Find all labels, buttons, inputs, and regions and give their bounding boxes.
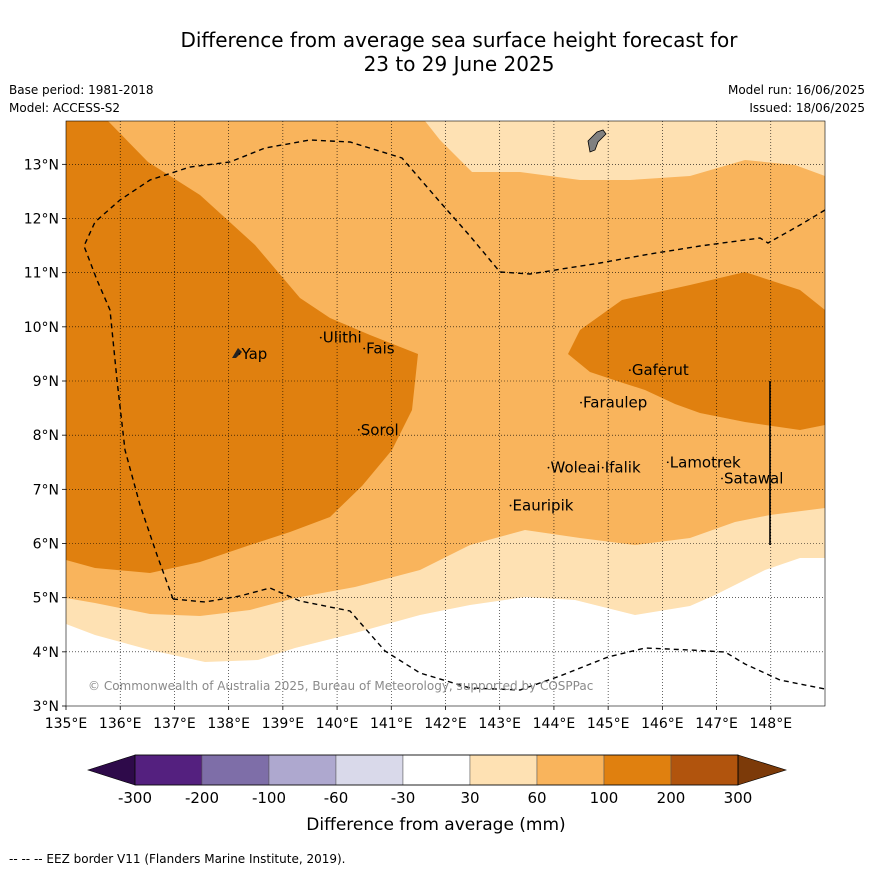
place-marker xyxy=(319,336,322,339)
place-label-lamotrek: Lamotrek xyxy=(670,453,741,471)
colorbar-swatch xyxy=(536,754,605,786)
colorbar-label: -60 xyxy=(324,789,349,807)
colorbar xyxy=(87,754,788,786)
base-period: Base period: 1981-2018 xyxy=(9,83,154,97)
colorbar-label: -30 xyxy=(391,789,416,807)
x-tick-label: 147°E xyxy=(695,716,738,732)
x-tick-label: 139°E xyxy=(262,716,305,732)
place-marker xyxy=(666,461,669,464)
place-label-faraulep: Faraulep xyxy=(583,394,647,412)
y-axis-ticks: 3°N 4°N 5°N 6°N 7°N 8°N 9°N 10°N 11°N 12°N 13°N xyxy=(24,157,66,715)
eez-border-line xyxy=(83,139,825,600)
x-tick-label: 144°E xyxy=(533,716,576,732)
copyright-notice: © Commonwealth of Australia 2025, Bureau… xyxy=(88,679,593,693)
x-tick-label: 137°E xyxy=(153,716,196,732)
issued-date: Issued: 18/06/2025 xyxy=(749,101,865,115)
x-tick-label: 146°E xyxy=(641,716,684,732)
colorbar-swatch xyxy=(402,754,471,786)
colorbar-swatch xyxy=(134,754,203,786)
y-tick-label: 11°N xyxy=(24,266,59,282)
guam-island xyxy=(587,129,607,153)
place-marker xyxy=(580,401,582,404)
model-run: Model run: 16/06/2025 xyxy=(727,83,865,97)
x-tick-label: 138°E xyxy=(207,716,250,732)
x-tick-label: 143°E xyxy=(478,716,521,732)
anomaly-band-100-200-east xyxy=(568,272,825,430)
colorbar-frame xyxy=(134,754,739,786)
colorbar-label: -200 xyxy=(185,789,219,807)
colorbar-label: -300 xyxy=(118,789,152,807)
place-label-sorol: Sorol xyxy=(361,421,399,439)
colorbar-label: 60 xyxy=(527,789,546,807)
colorbar-swatch xyxy=(268,754,337,786)
y-tick-label: 8°N xyxy=(33,428,59,444)
anomaly-band-100-200 xyxy=(66,121,418,573)
colorbar-labels: -300 -200 -100 -60 -30 30 60 100 200 300 xyxy=(118,789,752,807)
y-tick-label: 5°N xyxy=(33,591,59,607)
eez-footnote: -- -- -- EEZ border V11 (Flanders Marine… xyxy=(9,852,346,866)
title-line-1: Difference from average sea surface heig… xyxy=(180,28,738,52)
y-tick-label: 7°N xyxy=(33,482,59,498)
x-tick-label: 148°E xyxy=(749,716,792,732)
place-label-eauripik: Eauripik xyxy=(513,497,574,515)
place-marker xyxy=(363,347,366,350)
colorbar-label: 100 xyxy=(590,789,619,807)
place-label-ulithi: Ulithi xyxy=(323,329,362,347)
place-marker xyxy=(721,477,723,480)
colorbar-label: 300 xyxy=(724,789,753,807)
x-tick-label: 140°E xyxy=(316,716,359,732)
y-tick-label: 10°N xyxy=(24,320,59,336)
colorbar-under-arrow xyxy=(87,754,136,786)
title-line-2: 23 to 29 June 2025 xyxy=(363,52,555,76)
y-tick-label: 13°N xyxy=(24,157,59,173)
y-tick-label: 3°N xyxy=(33,699,59,715)
y-tick-label: 12°N xyxy=(24,212,59,228)
x-tick-label: 141°E xyxy=(370,716,413,732)
place-marker xyxy=(238,353,241,355)
x-tick-label: 145°E xyxy=(587,716,630,732)
x-tick-label: 142°E xyxy=(424,716,467,732)
place-label-yap: Yap xyxy=(240,345,267,363)
place-marker xyxy=(628,369,631,372)
yap-island xyxy=(232,348,242,358)
meta-left: Base period: 1981-2018 Model: ACCESS-S2 xyxy=(9,81,154,117)
colorbar-swatch xyxy=(335,754,404,786)
y-tick-label: 6°N xyxy=(33,537,59,553)
colorbar-title: Difference from average (mm) xyxy=(306,815,565,835)
colorbar-over-arrow xyxy=(737,754,788,786)
meta-right: Model run: 16/06/2025 Issued: 18/06/2025 xyxy=(728,81,865,117)
eez-border-line-south xyxy=(172,587,825,691)
place-marker xyxy=(601,466,604,469)
map-gridlines xyxy=(66,121,825,706)
colorbar-swatch xyxy=(201,754,270,786)
x-axis-ticks: 135°E 136°E 137°E 138°E 139°E 140°E 141°E 142°E… xyxy=(45,706,792,732)
colorbar-label: 200 xyxy=(657,789,686,807)
place-label-ifalik: Ifalik xyxy=(605,459,641,477)
x-tick-label: 135°E xyxy=(45,716,88,732)
place-marker xyxy=(547,466,550,469)
colorbar-swatch xyxy=(469,754,538,786)
colorbar-label: 30 xyxy=(460,789,479,807)
colorbar-swatch xyxy=(603,754,672,786)
place-marker xyxy=(357,428,360,431)
place-label-woleai: Woleai xyxy=(551,459,601,477)
colorbar-swatch xyxy=(670,754,739,786)
x-tick-label: 136°E xyxy=(99,716,142,732)
place-label-gaferut: Gaferut xyxy=(632,361,689,379)
place-label-satawal: Satawal xyxy=(724,470,783,488)
y-tick-label: 9°N xyxy=(33,374,59,390)
model-name: Model: ACCESS-S2 xyxy=(9,101,121,115)
chart-title: Difference from average sea surface heig… xyxy=(0,28,873,76)
y-tick-label: 4°N xyxy=(33,645,59,661)
place-label-fais: Fais xyxy=(366,340,395,358)
place-marker xyxy=(509,504,512,507)
colorbar-label: -100 xyxy=(252,789,286,807)
